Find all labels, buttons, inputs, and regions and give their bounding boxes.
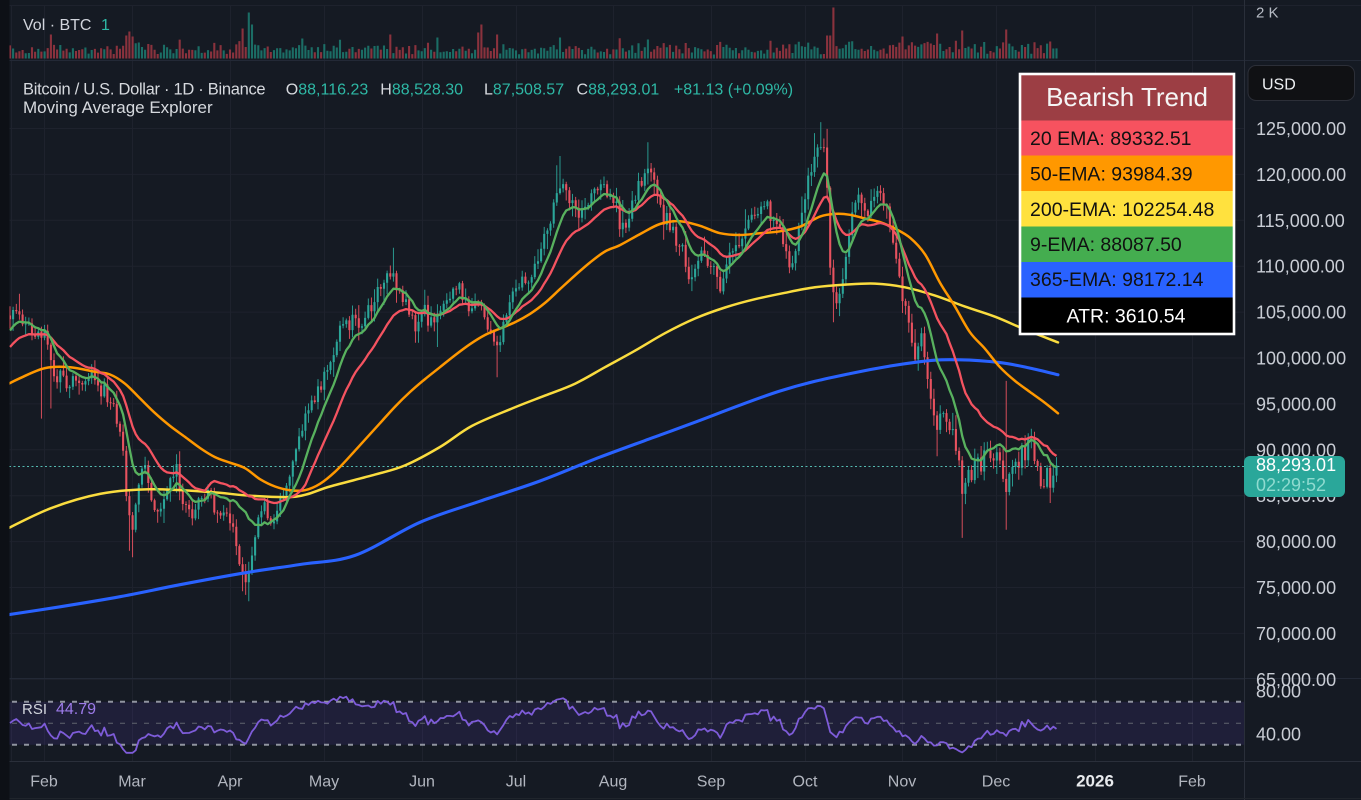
svg-text:02:29:52: 02:29:52 — [1256, 475, 1326, 495]
svg-text:120,000.00: 120,000.00 — [1256, 165, 1346, 185]
svg-text:115,000.00: 115,000.00 — [1256, 211, 1345, 231]
svg-text:Sep: Sep — [697, 774, 726, 791]
svg-text:Moving Average Explorer: Moving Average Explorer — [23, 98, 213, 117]
svg-text:Feb: Feb — [30, 774, 58, 791]
svg-text:88,293.01: 88,293.01 — [1256, 455, 1336, 475]
svg-text:65,000.00: 65,000.00 — [1256, 670, 1336, 690]
svg-text:May: May — [309, 774, 339, 791]
svg-text:USD: USD — [1262, 77, 1296, 94]
svg-text:2 K: 2 K — [1256, 5, 1279, 22]
svg-text:90,000.00: 90,000.00 — [1256, 440, 1336, 460]
svg-text:Jun: Jun — [409, 774, 435, 791]
svg-text:365-EMA: 98172.14: 365-EMA: 98172.14 — [1030, 269, 1204, 291]
svg-text:+81.13 (+0.09%): +81.13 (+0.09%) — [674, 82, 793, 99]
svg-text:100,000.00: 100,000.00 — [1256, 349, 1346, 369]
svg-text:Dec: Dec — [982, 774, 1010, 791]
svg-text:Aug: Aug — [599, 774, 627, 791]
svg-text:200-EMA: 102254.48: 200-EMA: 102254.48 — [1030, 199, 1214, 221]
svg-text:Vol · BTC: Vol · BTC — [23, 17, 91, 34]
svg-text:H88,528.30: H88,528.30 — [380, 82, 463, 99]
svg-text:1: 1 — [101, 17, 110, 34]
svg-text:C88,293.01: C88,293.01 — [577, 82, 660, 99]
svg-text:9-EMA: 88087.50: 9-EMA: 88087.50 — [1030, 234, 1182, 256]
svg-text:125,000.00: 125,000.00 — [1256, 119, 1346, 139]
svg-text:O88,116.23: O88,116.23 — [286, 82, 369, 99]
svg-text:Apr: Apr — [218, 774, 244, 791]
svg-text:Mar: Mar — [118, 774, 146, 791]
svg-text:Jul: Jul — [506, 774, 526, 791]
svg-text:80.00: 80.00 — [1256, 682, 1301, 702]
svg-text:105,000.00: 105,000.00 — [1256, 303, 1346, 323]
svg-text:RSI: RSI — [22, 701, 47, 718]
svg-text:Nov: Nov — [888, 774, 916, 791]
svg-text:70,000.00: 70,000.00 — [1256, 624, 1336, 644]
svg-text:20 EMA: 89332.51: 20 EMA: 89332.51 — [1030, 128, 1192, 150]
svg-text:Bitcoin / U.S. Dollar · 1D · B: Bitcoin / U.S. Dollar · 1D · Binance — [23, 81, 265, 99]
svg-text:110,000.00: 110,000.00 — [1256, 257, 1345, 277]
svg-text:Bearish Trend: Bearish Trend — [1046, 82, 1208, 112]
svg-text:L87,508.57: L87,508.57 — [484, 82, 564, 99]
svg-text:80,000.00: 80,000.00 — [1256, 532, 1336, 552]
svg-text:75,000.00: 75,000.00 — [1256, 578, 1336, 598]
svg-text:ATR: 3610.54: ATR: 3610.54 — [1067, 306, 1186, 328]
svg-text:50-EMA: 93984.39: 50-EMA: 93984.39 — [1030, 164, 1193, 186]
svg-text:44.79: 44.79 — [56, 701, 96, 718]
svg-text:Oct: Oct — [793, 774, 818, 791]
svg-text:2026: 2026 — [1076, 772, 1114, 791]
svg-text:95,000.00: 95,000.00 — [1256, 394, 1336, 414]
svg-text:Feb: Feb — [1178, 774, 1206, 791]
svg-text:40.00: 40.00 — [1256, 725, 1301, 745]
